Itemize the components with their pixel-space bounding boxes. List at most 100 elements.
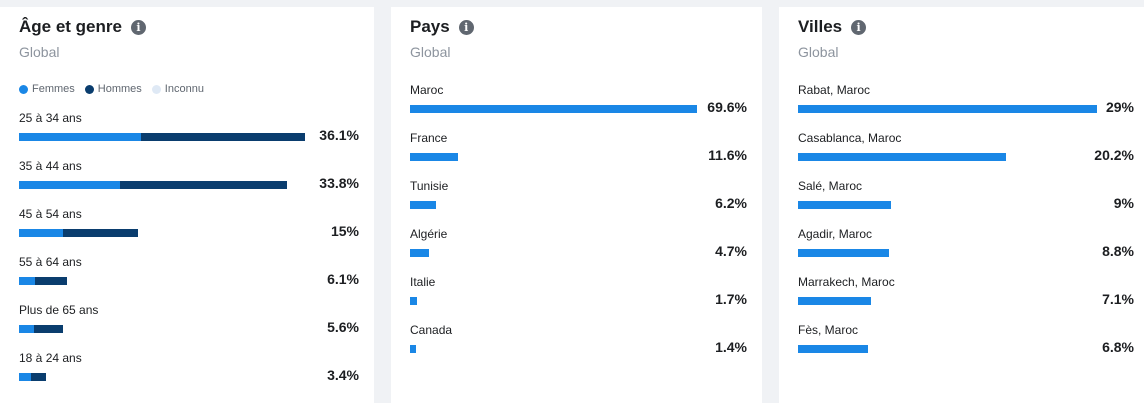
bar-segment	[798, 153, 1007, 161]
bar[interactable]	[798, 105, 1097, 113]
bar-segment	[798, 297, 872, 305]
bar-value-label: 15%	[330, 223, 359, 239]
bar-row: Italie 1.7%	[410, 275, 747, 315]
bar-row: Casablanca, Maroc 20.2%	[798, 131, 1134, 171]
bar-value-label: 3.4%	[327, 367, 359, 383]
bar[interactable]	[798, 153, 1007, 161]
age-gender-legend: Femmes Hommes Inconnu	[19, 83, 204, 95]
bar[interactable]	[19, 325, 64, 333]
bar-segment-women	[19, 373, 31, 381]
bar[interactable]	[410, 249, 430, 257]
bar-value-label: 7.1%	[1102, 291, 1134, 307]
bar-value-label: 36.1%	[319, 127, 359, 143]
bar-row: Salé, Maroc 9%	[798, 179, 1134, 219]
legend-item-men: Hommes	[84, 83, 142, 95]
bar-value-label: 1.4%	[715, 339, 747, 355]
bar-value-label: 33.8%	[319, 175, 359, 191]
bar[interactable]	[798, 249, 889, 257]
bar-row: France 11.6%	[410, 131, 747, 171]
bar-segment-women	[19, 133, 141, 141]
bar-category-label: Rabat, Maroc	[798, 83, 871, 97]
bar-segment-women	[19, 325, 35, 333]
bar-row: Maroc 69.6%	[410, 83, 747, 123]
bar-segment	[410, 201, 436, 209]
bar-row: Tunisie 6.2%	[410, 179, 747, 219]
bar-category-label: Casablanca, Maroc	[798, 131, 902, 145]
bar[interactable]	[798, 345, 869, 353]
bar[interactable]	[410, 105, 697, 113]
bar[interactable]	[410, 201, 436, 209]
countries-title-row: Pays i	[410, 17, 474, 37]
info-icon[interactable]: i	[458, 19, 474, 35]
info-icon[interactable]: i	[130, 19, 146, 35]
bar[interactable]	[19, 277, 68, 285]
bar-segment-men	[30, 373, 46, 381]
bar-row: Rabat, Maroc 29%	[798, 83, 1134, 123]
legend-label: Inconnu	[164, 83, 204, 95]
bar-segment-men	[34, 277, 68, 285]
bar[interactable]	[798, 297, 872, 305]
bar-category-label: 35 à 44 ans	[19, 159, 82, 173]
bar-segment	[798, 345, 869, 353]
countries-card: Pays i Global Maroc 69.6% France 11.6% Tunis…	[391, 7, 762, 403]
age-gender-title-row: Âge et genre i	[19, 17, 146, 37]
bar-category-label: Algérie	[410, 227, 448, 241]
bar-value-label: 11.6%	[708, 147, 747, 163]
bar-value-label: 6.1%	[327, 271, 359, 287]
bar-row: Algérie 4.7%	[410, 227, 747, 267]
bar-segment-men	[141, 133, 305, 141]
bar-value-label: 1.7%	[715, 291, 747, 307]
bar-row: 55 à 64 ans 6.1%	[19, 255, 359, 295]
bar-category-label: France	[410, 131, 448, 145]
bar-segment-women	[19, 229, 63, 237]
bar-category-label: Maroc	[410, 83, 444, 97]
legend-label: Femmes	[32, 83, 75, 95]
bar-segment	[798, 105, 1097, 113]
bar-category-label: 45 à 54 ans	[19, 207, 82, 221]
legend-dot-icon	[84, 84, 94, 94]
bar-row: 18 à 24 ans 3.4%	[19, 351, 359, 391]
bar[interactable]	[798, 201, 891, 209]
bar-value-label: 20.2%	[1094, 147, 1134, 163]
bar[interactable]	[410, 297, 417, 305]
bar-value-label: 6.2%	[715, 195, 747, 211]
bar[interactable]	[19, 181, 287, 189]
bar-row: 25 à 34 ans 36.1%	[19, 111, 359, 151]
info-icon[interactable]: i	[851, 19, 867, 35]
bar-value-label: 69.6%	[707, 99, 747, 115]
age-gender-title: Âge et genre	[19, 17, 122, 36]
bar-category-label: Fès, Maroc	[798, 323, 859, 337]
bar-category-label: 25 à 34 ans	[19, 111, 82, 125]
bar[interactable]	[410, 345, 416, 353]
bar-category-label: Agadir, Maroc	[798, 227, 873, 241]
bar-segment-women	[19, 277, 35, 285]
bar-segment-men	[62, 229, 138, 237]
cities-title: Villes	[798, 17, 843, 36]
bar-segment	[410, 345, 416, 353]
bar[interactable]	[19, 133, 305, 141]
legend-item-unknown: Inconnu	[151, 83, 204, 95]
bar-row: Plus de 65 ans 5.6%	[19, 303, 359, 343]
bar-row: Canada 1.4%	[410, 323, 747, 363]
bar-value-label: 5.6%	[327, 319, 359, 335]
bar-value-label: 29%	[1105, 99, 1134, 115]
bar-category-label: 55 à 64 ans	[19, 255, 82, 269]
bar-segment	[410, 153, 458, 161]
cities-subtitle: Global	[798, 44, 839, 60]
countries-title: Pays	[410, 17, 450, 36]
bar[interactable]	[19, 373, 46, 381]
bar-value-label: 4.7%	[715, 243, 747, 259]
bar-segment	[410, 105, 697, 113]
bar[interactable]	[19, 229, 138, 237]
bar-category-label: Marrakech, Maroc	[798, 275, 895, 289]
bar-category-label: Canada	[410, 323, 453, 337]
bar-row: Fès, Maroc 6.8%	[798, 323, 1134, 363]
bar-segment-men	[34, 325, 64, 333]
legend-item-women: Femmes	[19, 83, 75, 95]
bar-value-label: 6.8%	[1102, 339, 1134, 355]
bar-row: 35 à 44 ans 33.8%	[19, 159, 359, 199]
bar-category-label: Italie	[410, 275, 436, 289]
bar-category-label: Salé, Maroc	[798, 179, 863, 193]
legend-dot-icon	[19, 84, 28, 94]
bar[interactable]	[410, 153, 458, 161]
